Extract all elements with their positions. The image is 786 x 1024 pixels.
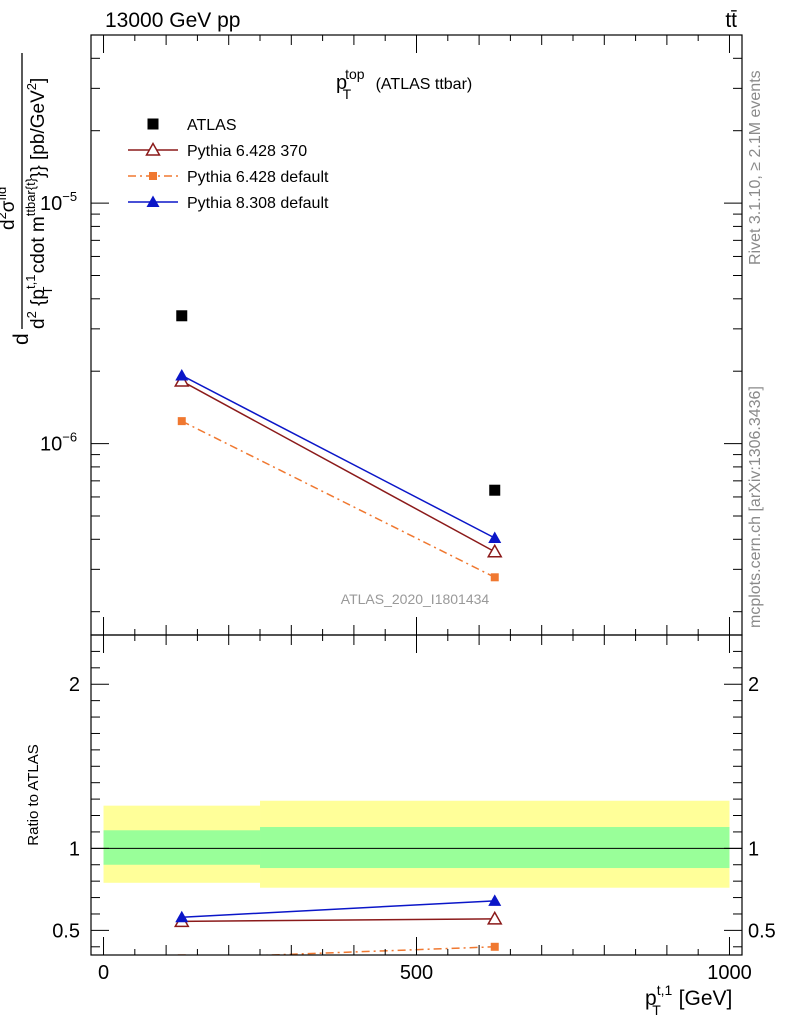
main-title: ptop T (ATLAS ttbar) <box>336 66 472 102</box>
main-y-ticks: 10−6 10−5 <box>40 34 742 613</box>
legend-label-pythia-6-428-370: Pythia 6.428 370 <box>187 143 307 160</box>
ylabel-num-a: d <box>0 219 19 230</box>
ylabel-den-a: d <box>28 318 49 329</box>
analysis-watermark: ATLAS_2020_I1801434 <box>341 591 490 607</box>
xtick-label: 1000 <box>707 962 752 984</box>
main-point-pythia-6-428-default-0 <box>177 417 186 426</box>
ratio-point-pythia-8-308-default-0 <box>175 910 189 923</box>
xlabel-b: [GeV] <box>673 987 733 1010</box>
legend-label-pythia-8-308-default: Pythia 8.308 default <box>187 195 329 212</box>
main-ylabel: d d2σfid d2 {pt,1T cdot mttbar{t}}} [pb/… <box>0 53 55 345</box>
ratio-y-ticks: 0.5 0.5 1 1 2 2 <box>52 634 776 948</box>
legend-label-atlas: ATLAS <box>187 117 237 134</box>
ylabel-den-sup4: 2 <box>24 83 39 90</box>
ratio-bands <box>91 800 742 888</box>
ratio-ytick-label-left: 2 <box>69 674 80 696</box>
ratio-point-pythia-6-428-default-1 <box>490 942 499 951</box>
main-point-pythia-6-428-default-1 <box>490 573 499 582</box>
ratio-ylabel: Ratio to ATLAS <box>25 744 42 845</box>
ylabel-denominator: d2 {pt,1T cdot mttbar{t}}} [pb/GeV2] <box>23 78 55 329</box>
main-ytick-label: 10−6 <box>40 430 77 456</box>
ylabel-num-sup: 2 <box>0 212 9 219</box>
title-p: p <box>336 72 347 94</box>
rivet-label: Rivet 3.1.10, ≥ 2.1M events <box>747 70 764 265</box>
main-panel: 10−6 10−5 ptop T (ATLAS ttbar) ATLAS_2020_… <box>0 34 743 636</box>
ratio-xlabel: pt,1 T [GeV] <box>645 982 732 1018</box>
ylabel-d1: d <box>10 333 33 345</box>
ylabel-den-sub2: T <box>40 287 55 295</box>
ylabel-den-b: {p <box>28 289 49 311</box>
legend-marker-pythia-8-308-default <box>146 195 160 207</box>
main-ytick-label: 10−5 <box>40 189 77 215</box>
main-point-pythia-8-308-default-1 <box>488 531 502 543</box>
main-point-pythia-6-428-370-1 <box>486 543 503 558</box>
ylabel-num-b: σ <box>0 200 19 212</box>
title-suffix: (ATLAS ttbar) <box>371 76 472 93</box>
ylabel-den-sup: 2 <box>24 311 39 318</box>
ratio-ytick-label-right: 1 <box>748 838 759 860</box>
ratio-point-pythia-8-308-default-1 <box>488 894 502 906</box>
ylabel-numerator: d2σfid <box>0 187 19 230</box>
legend-marker-atlas <box>147 118 159 130</box>
main-point-atlas-0 <box>176 310 188 322</box>
main-line-pythia-6-428-370 <box>181 380 496 553</box>
ratio-band-green-1 <box>260 827 730 869</box>
ratio-series-layer <box>173 894 503 955</box>
ratio-x-ticks: 0 500 1000 <box>98 635 752 984</box>
ylabel-den-e: ] <box>28 78 49 83</box>
main-point-pythia-8-308-default-0 <box>175 368 189 381</box>
ratio-line-pythia-6-428-default <box>250 946 495 955</box>
ratio-ytick-label-right: 2 <box>748 674 759 696</box>
ratio-line-pythia-6-428-370 <box>181 918 495 923</box>
xtick-label: 0 <box>98 962 109 984</box>
ylabel-den-d: }} [pb/GeV <box>28 90 49 178</box>
main-line-pythia-6-428-default <box>181 420 496 578</box>
header-left: 13000 GeV pp <box>105 9 240 32</box>
title-sub: T <box>343 86 352 102</box>
ratio-ytick-label-left: 1 <box>69 838 80 860</box>
title-sup: top <box>345 66 365 82</box>
ylabel-den-sup3: ttbar{t} <box>23 177 38 216</box>
main-line-pythia-8-308-default <box>181 374 496 539</box>
ylabel-num-sup2: fid <box>0 187 9 201</box>
main-point-atlas-1 <box>489 484 501 496</box>
mcplots-label: mcplots.cern.ch [arXiv:1306.3436] <box>747 386 764 628</box>
ylabel-den-c: cdot m <box>28 216 49 278</box>
xtick-label: 500 <box>400 962 433 984</box>
ratio-line-pythia-8-308-default <box>181 900 495 919</box>
ratio-band-green-0 <box>103 830 261 865</box>
xlabel-sup: t,1 <box>657 982 673 998</box>
ratio-frame <box>90 634 743 956</box>
xlabel-sub: T <box>652 1002 661 1018</box>
xlabel-a: p <box>645 987 657 1010</box>
ratio-point-pythia-6-428-370-1 <box>486 910 503 925</box>
main-x-ticks <box>103 35 730 635</box>
legend-marker-pythia-6-428-370 <box>145 141 161 156</box>
ratio-panel: 0.5 0.5 1 1 2 2 0 500 1000 Ratio to ATLAS pt,1 T… <box>25 634 776 1018</box>
header-right: tt̄ <box>725 9 737 32</box>
ratio-ytick-label-left: 0.5 <box>52 920 80 942</box>
legend: ATLAS Pythia 6.428 370 Pythia 6.428 defaul… <box>128 117 329 212</box>
ylabel-den-sup2: t,1 <box>23 275 38 289</box>
legend-marker-pythia-6-428-default <box>149 172 157 180</box>
ratio-ytick-label-right: 0.5 <box>748 920 776 942</box>
main-series-layer <box>173 310 503 582</box>
legend-label-pythia-6-428-default: Pythia 6.428 default <box>187 169 329 186</box>
